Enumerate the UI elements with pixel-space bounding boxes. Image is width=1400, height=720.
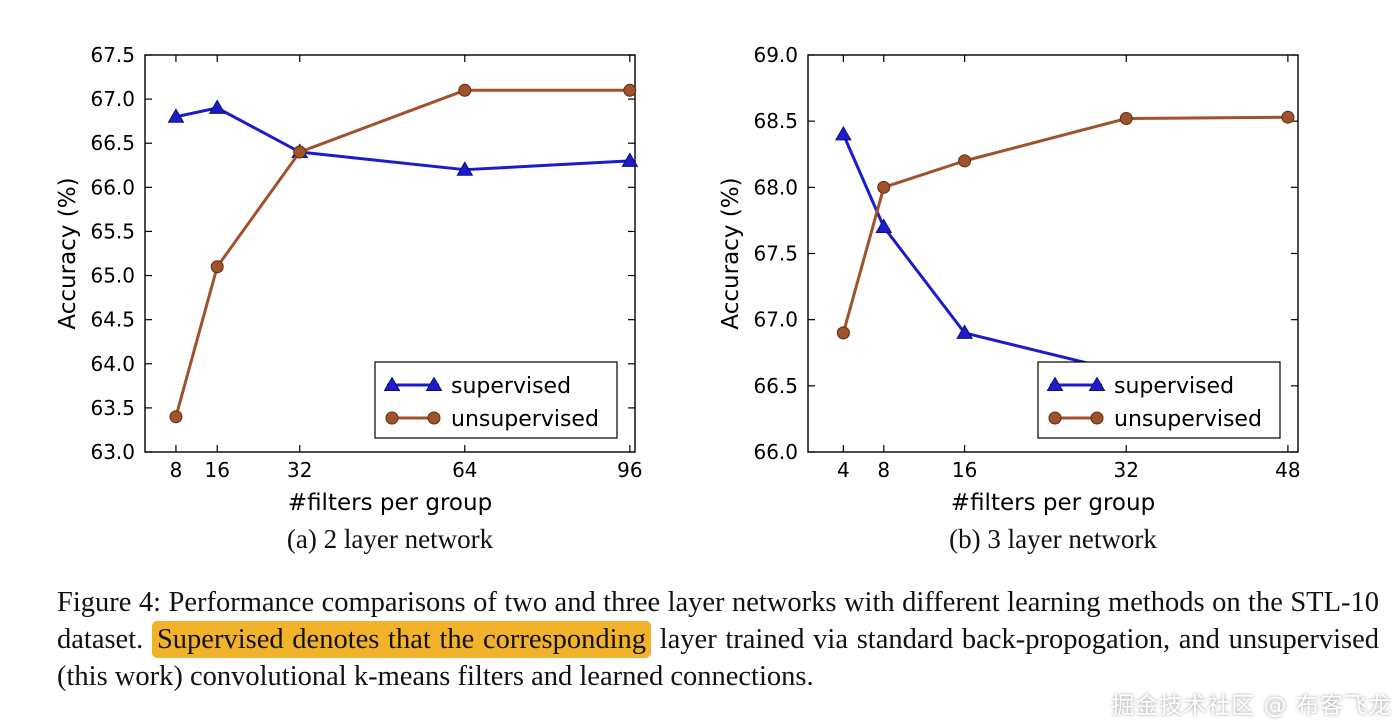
x-tick-label: 96 <box>617 458 642 482</box>
y-tick-label: 65.0 <box>90 264 135 288</box>
subcaption-a: (a) 2 layer network <box>286 524 494 554</box>
y-tick-label: 67.0 <box>753 308 798 332</box>
y-tick-label: 68.0 <box>753 175 798 199</box>
chart-b-3-layer-network: 4 8 16 32 4866.066.567.067.568.068.569.0#fil… <box>718 43 1301 516</box>
x-tick-label: 4 <box>837 458 850 482</box>
legend-marker-unsupervised <box>1090 411 1104 425</box>
legend-marker-supervised <box>1046 376 1064 391</box>
y-tick-label: 66.0 <box>753 440 798 464</box>
series-line-supervised <box>841 132 1128 375</box>
data-point-unsupervised <box>458 83 472 97</box>
x-tick-label: 16 <box>204 458 229 482</box>
data-point-supervised <box>456 161 474 176</box>
legend-label-unsupervised: unsupervised <box>1114 407 1262 432</box>
legend-label-unsupervised: unsupervised <box>451 407 599 432</box>
chart-a-block: 8 16 32 64 96 63.0 63.5 64.0 64.5 65.0 65.5 66.0 66.… <box>45 20 665 555</box>
data-point-unsupervised <box>1119 112 1133 126</box>
x-tick-label: 16 <box>952 458 977 482</box>
data-point-unsupervised <box>836 326 850 340</box>
y-tick-label: 63.5 <box>90 396 135 420</box>
data-point-unsupervised <box>623 83 637 97</box>
legend-box <box>1037 361 1281 439</box>
legend-label-supervised: supervised <box>451 374 571 399</box>
y-tick-label: 69.0 <box>753 43 798 67</box>
legend-marker-unsupervised <box>427 411 441 425</box>
legend-marker-unsupervised <box>1048 411 1062 425</box>
legend-marker-supervised <box>383 376 401 391</box>
y-tick-label: 64.5 <box>90 308 135 332</box>
data-point-unsupervised <box>1281 110 1295 124</box>
x-axis-label: #filters per group <box>288 490 492 516</box>
legend-marker-unsupervised <box>385 411 399 425</box>
y-tick-label: 63.0 <box>90 440 135 464</box>
subcaption-b: (b) 3 layer network <box>949 524 1157 554</box>
caption-text-before-highlight: Figure 4: Performance comparisons of two… <box>57 587 1379 655</box>
y-axis-label: Accuracy (%) <box>55 177 81 329</box>
y-tick-label: 66.5 <box>753 374 798 398</box>
data-point-unsupervised <box>210 260 224 274</box>
x-axis-label: #filters per group <box>951 490 1155 516</box>
data-point-unsupervised <box>958 154 972 168</box>
data-point-supervised <box>208 99 226 114</box>
y-tick-label: 66.5 <box>90 131 135 155</box>
data-point-supervised <box>956 324 973 339</box>
caption-highlighted-text: Supervised denotes that the correspondin… <box>151 621 652 658</box>
data-point-supervised <box>167 108 185 123</box>
y-tick-label: 66.0 <box>90 175 135 199</box>
y-tick-label: 64.0 <box>90 352 135 376</box>
y-tick-label: 67.5 <box>90 43 135 67</box>
legend-label-supervised: supervised <box>1114 374 1234 399</box>
data-point-unsupervised <box>877 180 891 194</box>
x-tick-label: 48 <box>1275 458 1300 482</box>
data-point-supervised <box>875 218 893 234</box>
x-tick-label: 64 <box>452 458 477 482</box>
legend-marker-supervised <box>425 376 443 391</box>
y-tick-label: 65.5 <box>90 219 135 243</box>
legend-marker-supervised <box>1088 376 1106 391</box>
data-point-supervised <box>621 152 639 167</box>
chart-b-block: 4 8 16 32 48 66.0 66.5 67.0 67.5 68.0 68.5 69.0 #fil… <box>708 20 1328 555</box>
data-point-unsupervised <box>293 145 307 159</box>
legend-box <box>374 361 618 439</box>
y-tick-label: 68.5 <box>753 109 798 133</box>
figure-caption: Figure 4: Performance comparisons of two… <box>57 584 1379 695</box>
x-tick-label: 32 <box>287 458 312 482</box>
data-point-unsupervised <box>169 410 183 424</box>
x-tick-label: 8 <box>170 458 183 482</box>
y-tick-label: 67.5 <box>753 242 798 266</box>
x-tick-label: 8 <box>877 458 890 482</box>
caption-text-after-highlight: layer trained via standard back-propogat… <box>57 624 1379 692</box>
y-tick-label: 67.0 <box>90 87 135 111</box>
data-point-supervised <box>834 125 852 141</box>
x-tick-label: 32 <box>1114 458 1139 482</box>
chart-a-2-layer-network: 8 16 32 64 96 63.0 63.5 64.0 64.5 65.0 65.5 66.0 66.… <box>55 43 643 516</box>
y-axis-label: Accuracy (%) <box>718 177 744 329</box>
